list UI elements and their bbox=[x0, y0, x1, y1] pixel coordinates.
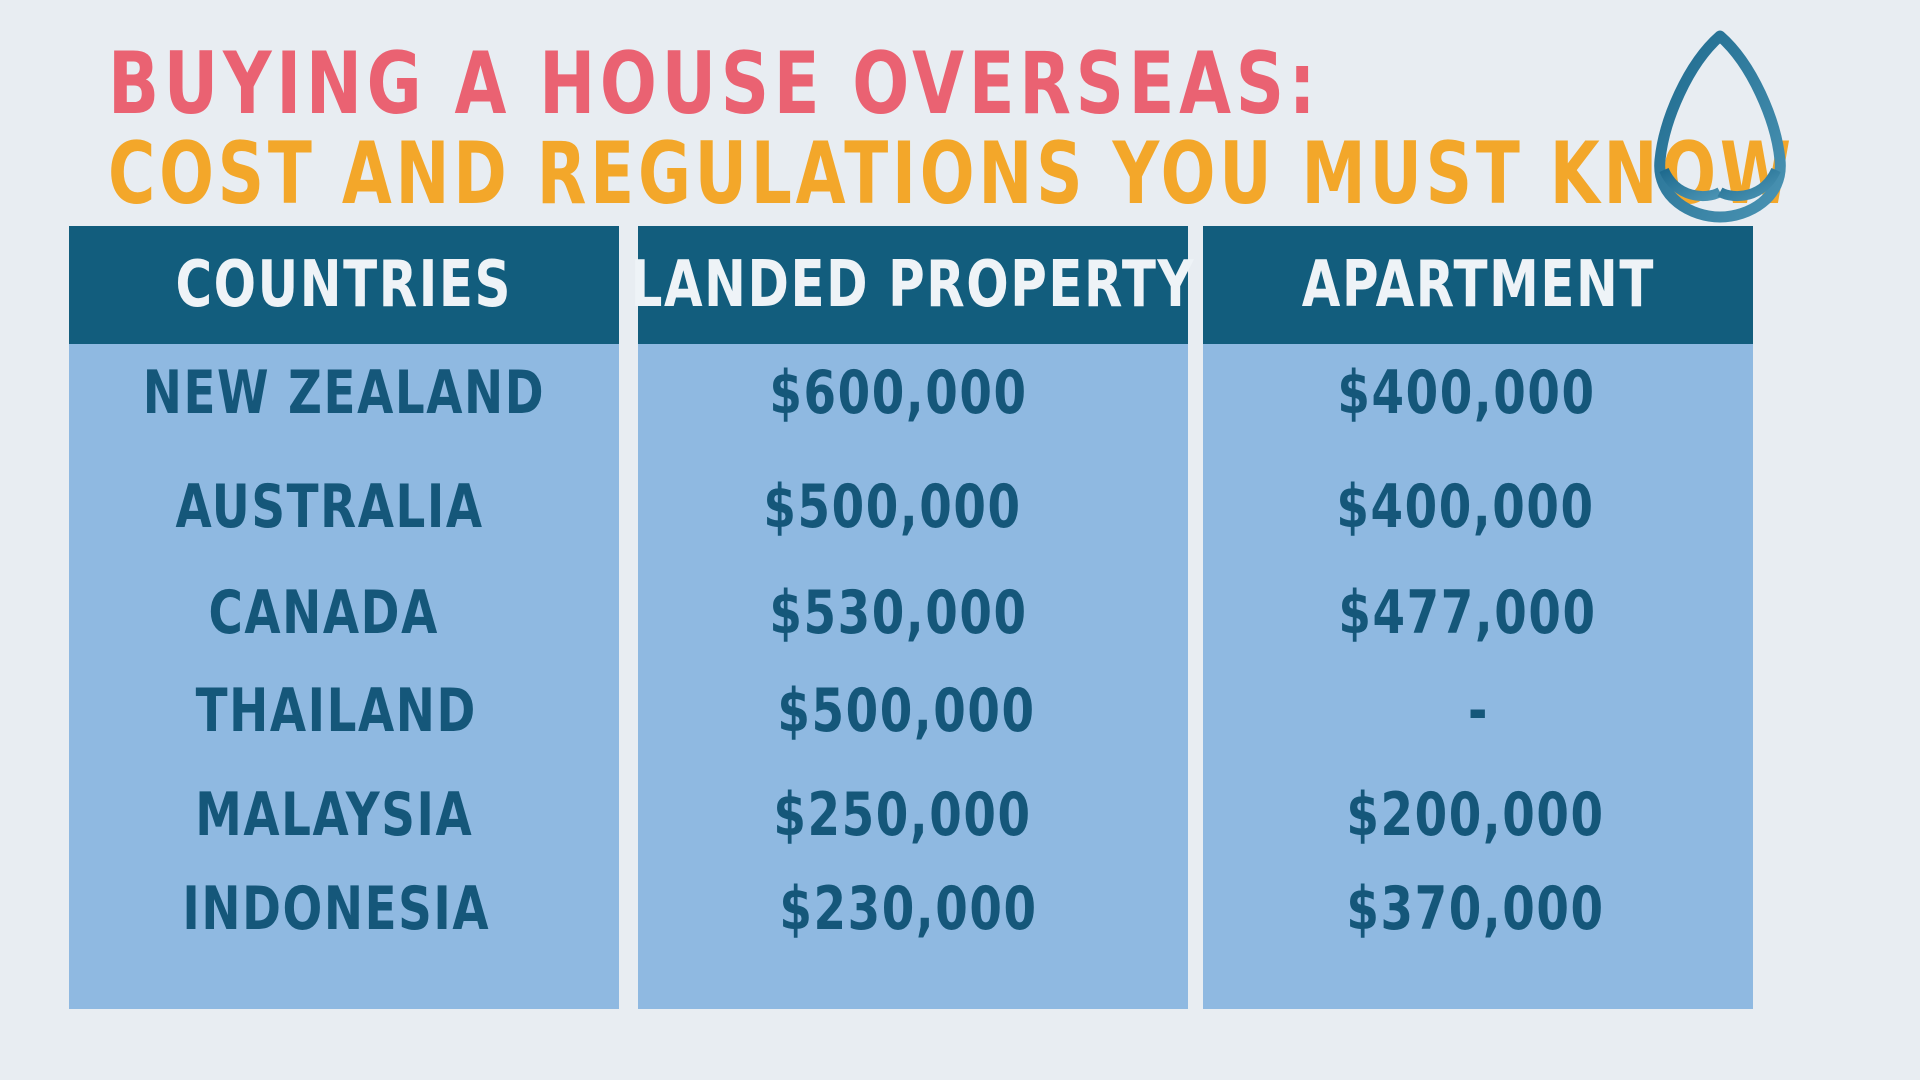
landed-property-body: $600,000 $500,000 $530,000 $500,000 $250… bbox=[638, 344, 1188, 1009]
landed-price-cell: $500,000 bbox=[763, 472, 1023, 542]
countries-header: COUNTRIES bbox=[69, 226, 619, 344]
landed-price-cell: $500,000 bbox=[777, 676, 1037, 746]
country-cell: MALAYSIA bbox=[194, 780, 474, 850]
country-cell: AUSTRALIA bbox=[175, 472, 485, 542]
landed-price-cell: $250,000 bbox=[773, 780, 1033, 850]
country-cell: INDONESIA bbox=[182, 874, 490, 944]
leaf-logo-icon bbox=[1654, 30, 1786, 223]
countries-column: COUNTRIES NEW ZEALAND AUSTRALIA CANADA T… bbox=[69, 226, 619, 1009]
landed-property-column: LANDED PROPERTY $600,000 $500,000 $530,0… bbox=[631, 226, 1194, 1009]
apartment-column: APARTMENT $400,000 $400,000 $477,000 - $… bbox=[1203, 226, 1753, 1009]
country-cell: CANADA bbox=[208, 578, 440, 648]
landed-price-cell: $600,000 bbox=[769, 358, 1029, 428]
apartment-price-cell: - bbox=[1467, 676, 1489, 746]
apartment-price-cell: $200,000 bbox=[1346, 780, 1606, 850]
landed-price-cell: $230,000 bbox=[779, 874, 1039, 944]
landed-property-header: LANDED PROPERTY bbox=[631, 226, 1194, 344]
apartment-price-cell: $477,000 bbox=[1338, 578, 1598, 648]
apartment-price-cell: $400,000 bbox=[1336, 472, 1596, 542]
title-line-1: BUYING A HOUSE OVERSEAS: bbox=[108, 34, 1321, 134]
countries-body: NEW ZEALAND AUSTRALIA CANADA THAILAND MA… bbox=[69, 344, 619, 1009]
title-line-2: COST AND REGULATIONS YOU MUST KNOW bbox=[108, 124, 1795, 224]
apartment-body: $400,000 $400,000 $477,000 - $200,000 $3… bbox=[1203, 344, 1753, 1009]
apartment-header: APARTMENT bbox=[1203, 226, 1753, 344]
apartment-price-cell: $370,000 bbox=[1346, 874, 1606, 944]
country-cell: NEW ZEALAND bbox=[142, 358, 546, 428]
landed-price-cell: $530,000 bbox=[769, 578, 1029, 648]
apartment-price-cell: $400,000 bbox=[1337, 358, 1597, 428]
country-cell: THAILAND bbox=[195, 676, 477, 746]
